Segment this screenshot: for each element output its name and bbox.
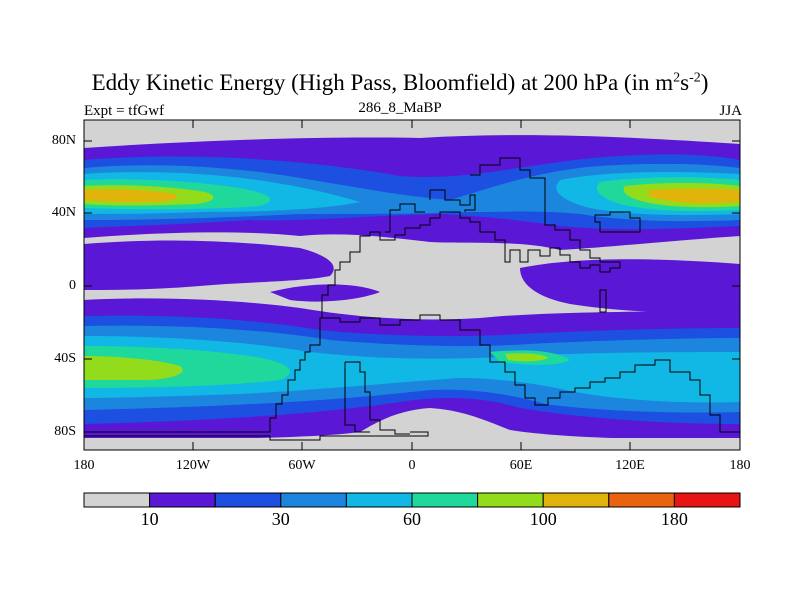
continent-outline-interior [345,361,410,435]
plot-title: Eddy Kinetic Energy (High Pass, Bloomfie… [91,70,709,95]
x-tick-180e: 180 [729,458,751,473]
axis-ticks [84,120,740,450]
continent-outline-island [594,211,641,233]
continent-outlines [84,157,740,441]
y-tick-40s: 40S [54,351,76,366]
x-tick-60e: 60E [509,458,533,473]
sh-band-yellowgreen [84,353,548,380]
season-label: JJA [719,103,742,119]
colorbar-swatch [477,492,544,508]
x-tick-180w: 180 [73,458,95,473]
y-tick-80n: 80N [51,133,76,148]
continent-outline-antarctic [84,431,429,441]
continent-outline-main [84,157,621,433]
colorbar-label: 10 [140,509,159,529]
colorbar [83,492,741,508]
colorbar-swatch [345,492,413,508]
nh-band-green [84,177,740,212]
x-tick-60w: 60W [288,458,316,473]
colorbar-label: 180 [660,509,688,529]
colorbar-swatch [214,492,282,508]
experiment-label: Expt = tfGwf [84,103,165,119]
continent-outline-north-loop [429,189,476,212]
nh-band-yellowgreen [84,183,740,208]
sh-band-green [84,346,570,388]
colorbar-swatch [83,492,151,508]
colorbar-label: 100 [529,509,557,529]
colorbar-label: 30 [271,509,290,529]
colorbar-swatch [673,492,741,508]
tropical-purple-central [270,284,380,302]
continent-outline-northwest [385,203,425,233]
colorbar-swatch [280,492,347,508]
nh-band-orange [84,188,740,204]
colorbar-swatch [542,492,610,508]
continent-outline-east-island [599,289,607,313]
antarctic-gray [84,408,740,450]
y-tick-0: 0 [69,278,76,293]
x-tick-120w: 120W [175,458,211,473]
continent-outline-south [344,362,370,433]
colorbar-swatch [608,492,675,508]
sh-band-cyan [84,336,740,403]
contour-fill [84,120,740,450]
tropical-purple-east [520,259,740,313]
y-tick-80s: 80S [54,424,76,439]
plot-subtitle: 286_8_MaBP [358,100,442,116]
tropical-purple-west [84,240,334,290]
y-tick-40n: 40N [51,205,76,220]
colorbar-label: 60 [403,509,421,529]
colorbar-swatch [149,492,216,508]
continent-outline-east [322,314,740,433]
x-tick-0: 0 [408,458,416,473]
x-tick-120e: 120E [615,458,645,473]
colorbar-swatch [411,492,479,508]
